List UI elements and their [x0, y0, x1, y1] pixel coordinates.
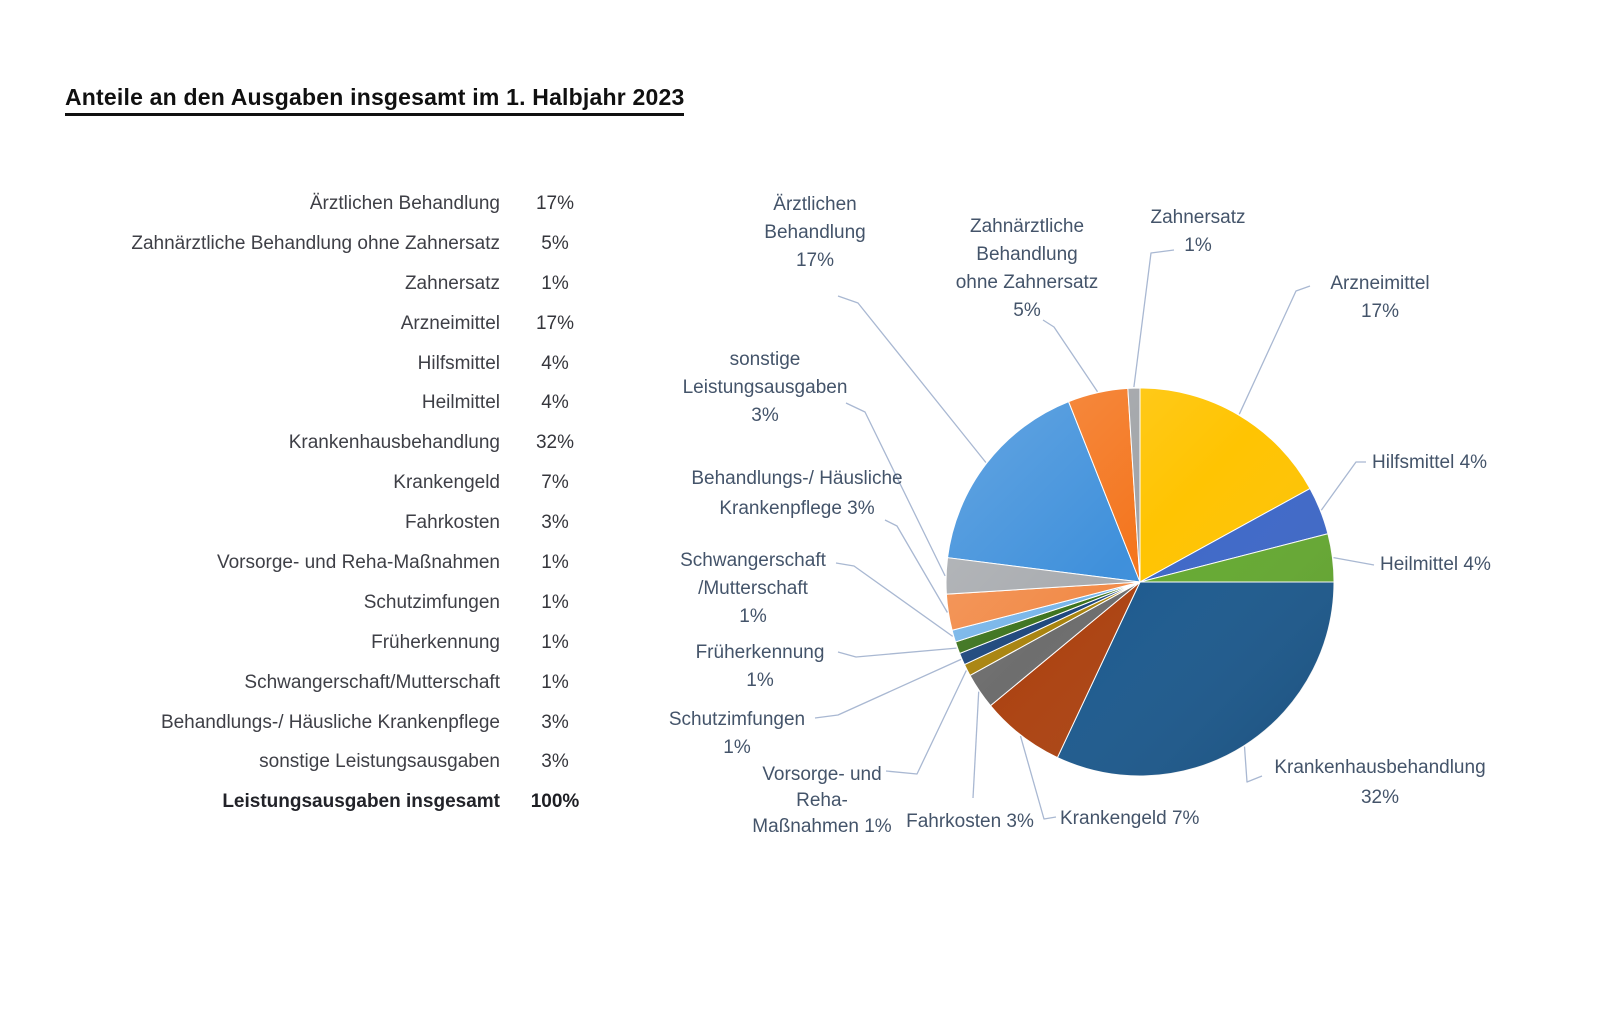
page-title: Anteile an den Ausgaben insgesamt im 1. …: [65, 84, 685, 116]
table-row-vorsorge-und-reha-massnahmen: Vorsorge- und Reha-Maßnahmen 1%: [55, 543, 615, 583]
row-value: 17%: [535, 192, 575, 214]
row-label: Fahrkosten: [404, 512, 500, 534]
pie-label-schwangerschaft-mutterschaft: Schwangerschaft/Mutterschaft 1%: [680, 550, 826, 627]
row-value: 32%: [535, 432, 575, 454]
row-label: Hilfsmittel: [417, 352, 500, 374]
row-value: 3%: [541, 711, 569, 733]
pie-label-zahnersatz: Zahnersatz 1%: [1150, 207, 1245, 256]
leader-line-krankenhausbehandlung: [1243, 746, 1263, 783]
table-row-total: Leistungsausgaben insgesamt 100%: [55, 782, 615, 822]
table-row-krankengeld: Krankengeld 7%: [55, 463, 615, 503]
pie-label-aerztlichen-behandlung: Ärztlichen Behandlung 17%: [764, 194, 865, 271]
table-row-heilmittel: Heilmittel 4%: [55, 383, 615, 423]
row-label: Zahnärztliche Behandlung ohne Zahnersatz: [131, 232, 500, 254]
leader-line-zahnaerztliche-behandlung-ohne-zahnersatz: [1042, 319, 1099, 393]
leader-line-frueherkennung: [837, 647, 957, 658]
leader-line-zahnersatz: [1133, 249, 1175, 388]
pie-label-krankenhausbehandlung: Krankenhausbehandlung 32%: [1274, 757, 1485, 808]
pie-label-behandlungs-haeusliche-krankenpflege: Behandlungs-/ Häusliche Krankenpflege 3%: [691, 468, 902, 519]
row-value: 5%: [541, 232, 569, 254]
row-value: 1%: [541, 591, 569, 613]
leader-line-schwangerschaft-mutterschaft: [835, 562, 954, 637]
row-value: 4%: [541, 392, 569, 414]
pie-label-frueherkennung: Früherkennung 1%: [696, 642, 825, 691]
row-value: 4%: [541, 352, 569, 374]
pie-label-schutzimfungen: Schutzimfungen 1%: [669, 709, 805, 758]
row-label: Krankenhausbehandlung: [288, 432, 500, 454]
row-value: 3%: [541, 512, 569, 534]
row-value: 100%: [530, 791, 580, 813]
leader-line-behandlungs-haeusliche-krankenpflege: [884, 519, 948, 613]
table-row-arzneimittel: Arzneimittel 17%: [55, 304, 615, 344]
expense-share-table: Ärztlichen Behandlung 17% Zahnärztliche Be…: [55, 184, 615, 822]
row-label: Ärztlichen Behandlung: [309, 192, 500, 214]
row-value: 1%: [541, 671, 569, 693]
row-label: Schutzimfungen: [363, 591, 500, 613]
row-label: Vorsorge- und Reha-Maßnahmen: [216, 551, 500, 573]
table-row-fahrkosten: Fahrkosten 3%: [55, 503, 615, 543]
row-value: 1%: [541, 272, 569, 294]
table-row-behandlungs-haeusliche-krankenpflege: Behandlungs-/ Häusliche Krankenpflege 3%: [55, 703, 615, 743]
leader-line-vorsorge-und-reha-massnahmen: [885, 670, 967, 775]
table-row-aerztlichen-behandlung: Ärztlichen Behandlung 17%: [55, 184, 615, 224]
table-row-zahnaerztliche-behandlung-ohne-zahnersatz: Zahnärztliche Behandlung ohne Zahnersatz…: [55, 224, 615, 264]
table-row-zahnersatz: Zahnersatz 1%: [55, 264, 615, 304]
leader-line-heilmittel: [1333, 556, 1375, 566]
row-label: Behandlungs-/ Häusliche Krankenpflege: [160, 711, 500, 733]
pie-label-zahnaerztliche-behandlung-ohne-zahnersatz: Zahnärztliche Behandlung ohne Zahnersatz 5%: [956, 216, 1099, 321]
leader-lines: [814, 249, 1375, 820]
table-row-schutzimfungen: Schutzimfungen 1%: [55, 583, 615, 623]
row-label: Früherkennung: [371, 631, 500, 653]
row-value: 1%: [541, 551, 569, 573]
leader-line-schutzimfungen: [814, 658, 962, 719]
pie-slices: [945, 387, 1335, 777]
row-label: Zahnersatz: [404, 272, 500, 294]
row-label: sonstige Leistungsausgaben: [259, 751, 500, 773]
row-label: Krankengeld: [393, 472, 500, 494]
pie-label-hilfsmittel: Hilfsmittel 4%: [1372, 452, 1487, 473]
leader-line-fahrkosten: [972, 691, 980, 799]
table-row-sonstige-leistungsausgaben: sonstige Leistungsausgaben 3%: [55, 742, 615, 782]
table-row-hilfsmittel: Hilfsmittel 4%: [55, 344, 615, 384]
leader-line-krankengeld: [1019, 735, 1057, 820]
leader-line-aerztlichen-behandlung: [837, 295, 987, 463]
row-value: 3%: [541, 751, 569, 773]
row-value: 17%: [535, 312, 575, 334]
pie-label-sonstige-leistungsausgaben: sonstige Leistungsausgaben 3%: [683, 349, 848, 426]
row-label: Schwangerschaft/Mutterschaft: [244, 671, 500, 693]
leader-line-sonstige-leistungsausgaben: [845, 402, 946, 577]
row-label: Arzneimittel: [400, 312, 500, 334]
table-row-frueherkennung: Früherkennung 1%: [55, 623, 615, 663]
leader-line-arzneimittel: [1238, 285, 1311, 415]
leader-line-hilfsmittel: [1320, 461, 1366, 511]
pie-label-krankengeld: Krankengeld 7%: [1060, 808, 1200, 829]
row-label: Heilmittel: [421, 392, 500, 414]
pie-label-vorsorge-und-reha-massnahmen: Vorsorge- und Reha-Maßnahmen 1%: [752, 764, 892, 837]
table-row-schwangerschaft-mutterschaft: Schwangerschaft/Mutterschaft 1%: [55, 663, 615, 703]
row-value: 1%: [541, 631, 569, 653]
pie-callout-labels: Ärztlichen Behandlung 17% Zahnärztliche Beha…: [669, 194, 1491, 837]
row-label: Leistungsausgaben insgesamt: [222, 791, 500, 813]
pie-label-arzneimittel: Arzneimittel 17%: [1330, 273, 1429, 322]
pie-label-fahrkosten: Fahrkosten 3%: [906, 811, 1034, 832]
row-value: 7%: [541, 472, 569, 494]
pie-label-heilmittel: Heilmittel 4%: [1380, 554, 1491, 575]
table-row-krankenhausbehandlung: Krankenhausbehandlung 32%: [55, 423, 615, 463]
